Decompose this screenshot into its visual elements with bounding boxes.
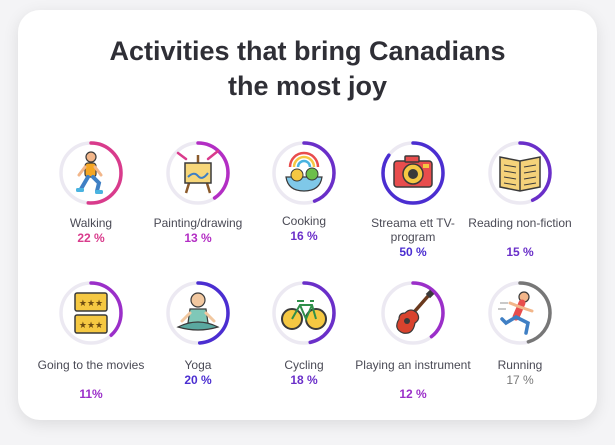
activity-label: Cycling xyxy=(284,358,324,372)
activity-percentage: 22 % xyxy=(77,231,105,245)
title-line-1: Activities that bring Canadians xyxy=(109,36,506,66)
activity-item: Yoga 20 % xyxy=(140,278,256,418)
percentage-ring xyxy=(163,278,233,348)
activity-percentage: 16 % xyxy=(290,229,318,243)
activity-item: Playing an instrument 12 % xyxy=(355,278,471,418)
percentage-ring xyxy=(269,278,339,348)
ring-progress xyxy=(272,141,336,205)
percentage-ring xyxy=(378,138,448,208)
ring-graphic xyxy=(272,141,336,205)
ring-progress xyxy=(381,281,445,345)
percentage-ring: ★★★ ★★★ xyxy=(56,278,126,348)
activity-item: ★★★ ★★★ Going to the movies 11% xyxy=(33,278,149,418)
yoga-person-icon xyxy=(176,292,220,331)
guitar-icon xyxy=(396,289,435,334)
ring-graphic xyxy=(166,141,230,205)
activity-label: Yoga xyxy=(184,358,212,372)
activity-item: Cooking 16 % xyxy=(246,138,362,278)
ring-progress xyxy=(59,141,123,205)
title-line-2: the most joy xyxy=(227,71,388,101)
ring-graphic xyxy=(381,281,445,345)
ring-graphic xyxy=(59,141,123,205)
percentage-ring xyxy=(163,138,233,208)
activity-percentage: 15 % xyxy=(506,245,534,259)
activity-label: Playing an instrument xyxy=(355,358,471,372)
ring-progress xyxy=(488,281,552,345)
percentage-ring xyxy=(485,138,555,208)
activity-label: Running xyxy=(497,358,543,372)
percentage-ring xyxy=(485,278,555,348)
activity-item: Streama ett TV-program 50 % xyxy=(355,138,471,278)
activity-label: Cooking xyxy=(281,214,327,228)
activity-item: Running 17 % xyxy=(462,278,578,418)
svg-text:★★★: ★★★ xyxy=(79,321,103,331)
percentage-ring xyxy=(269,138,339,208)
activity-percentage: 17 % xyxy=(506,373,534,387)
infographic-title: Activities that bring Canadians the most… xyxy=(18,34,597,104)
book-icon xyxy=(499,156,541,192)
ring-progress xyxy=(381,141,445,205)
ring-graphic xyxy=(381,141,445,205)
percentage-ring xyxy=(56,138,126,208)
activity-item: Cycling 18 % xyxy=(246,278,362,418)
activity-label: Reading non-fiction xyxy=(468,216,572,230)
movie-tickets-icon: ★★★ ★★★ xyxy=(74,292,108,334)
easel-icon xyxy=(176,149,220,194)
ring-graphic xyxy=(488,141,552,205)
activity-percentage: 20 % xyxy=(184,373,212,387)
ring-progress xyxy=(488,141,552,205)
ring-progress xyxy=(272,281,336,345)
activity-label: Walking xyxy=(69,216,113,230)
activity-percentage: 11% xyxy=(79,387,103,401)
ring-graphic xyxy=(488,281,552,345)
activity-label: Streama ett TV-program xyxy=(371,216,455,244)
percentage-ring xyxy=(378,278,448,348)
infographic-card: Activities that bring Canadians the most… xyxy=(18,10,597,420)
food-bowl-icon xyxy=(285,151,323,192)
activity-item: Walking 22 % xyxy=(33,138,149,278)
activity-item: Reading non-fiction 15 % xyxy=(462,138,578,278)
activity-percentage: 12 % xyxy=(399,387,427,401)
running-person-icon xyxy=(498,291,534,335)
ring-progress xyxy=(59,281,123,345)
ring-graphic: ★★★ ★★★ xyxy=(59,281,123,345)
activity-item: Painting/drawing 13 % xyxy=(140,138,256,278)
ring-progress xyxy=(166,141,230,205)
ring-progress xyxy=(166,281,230,345)
camera-icon xyxy=(393,155,433,188)
walking-person-icon xyxy=(76,151,103,194)
bicycle-icon xyxy=(281,300,327,330)
activity-percentage: 50 % xyxy=(399,245,427,259)
ring-graphic xyxy=(166,281,230,345)
activity-label: Painting/drawing xyxy=(153,216,243,230)
activity-percentage: 13 % xyxy=(184,231,212,245)
svg-text:★★★: ★★★ xyxy=(79,299,103,309)
activity-label: Going to the movies xyxy=(37,358,145,372)
activity-percentage: 18 % xyxy=(290,373,318,387)
ring-graphic xyxy=(272,281,336,345)
